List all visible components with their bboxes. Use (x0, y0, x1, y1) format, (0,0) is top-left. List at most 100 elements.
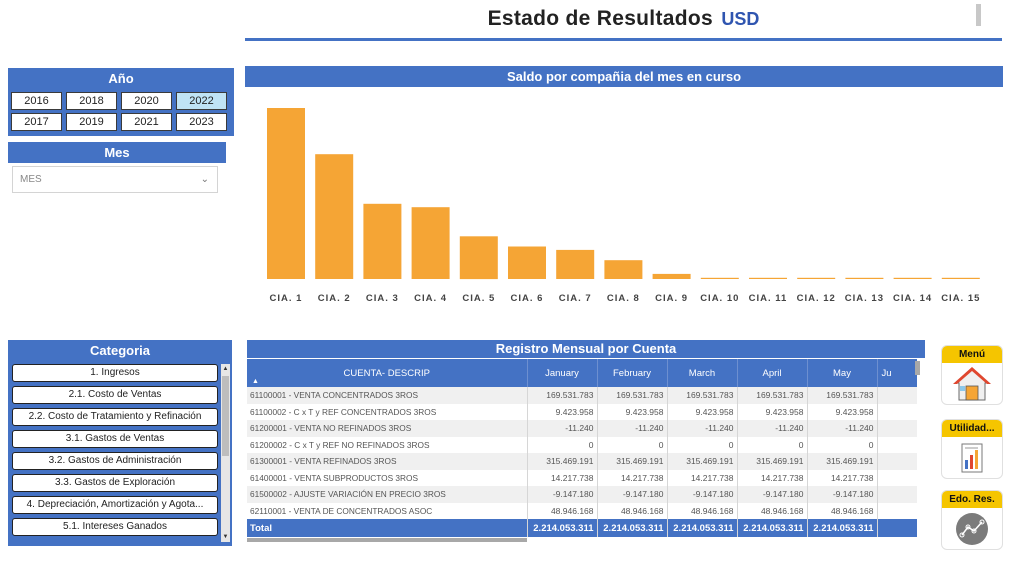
amount-cell: -11.240 (806, 420, 877, 437)
x-tick-label: CIA. 8 (607, 293, 640, 304)
bar-cia-8[interactable] (604, 260, 643, 279)
table-row[interactable]: 61100001 - VENTA CONCENTRADOS 3ROS 169.53… (247, 387, 917, 404)
year-option-2020[interactable]: 2020 (121, 92, 172, 110)
category-option[interactable]: 3.1. Gastos de Ventas (12, 430, 218, 448)
bar-cia-15[interactable] (941, 277, 980, 279)
chart-title: Saldo por compañia del mes en curso (245, 66, 1003, 87)
table-row[interactable]: 61400001 - VENTA SUBPRODUCTOS 3ROS 14.217… (247, 469, 917, 486)
edo-res-button[interactable]: Edo. Res. (941, 490, 1003, 550)
amount-cell: 14.217.738 (596, 469, 667, 486)
menu-button[interactable]: Menú (941, 345, 1003, 405)
category-option[interactable]: 5.1. Intereses Ganados (12, 518, 218, 536)
bar-cia-9[interactable] (652, 273, 691, 279)
category-scrollbar[interactable]: ▲ ▼ (221, 364, 230, 542)
sort-ascending-icon[interactable]: ▲ (252, 378, 259, 385)
amount-cell: 0 (666, 436, 737, 453)
category-option[interactable]: 2.2. Costo de Tratamiento y Refinación (12, 408, 218, 426)
x-tick-label: CIA. 6 (511, 293, 544, 304)
column-header-account[interactable]: CUENTA- DESCRIP ▲ (247, 359, 528, 387)
amount-cell: 9.423.958 (526, 403, 597, 420)
amount-cell: 9.423.958 (666, 403, 737, 420)
bar-cia-13[interactable] (845, 277, 884, 279)
month-slicer-title: Mes (8, 142, 226, 163)
bar-cia-12[interactable] (797, 277, 836, 279)
page-title: Estado de Resultados (487, 7, 713, 30)
page-header: Estado de Resultados USD (245, 0, 1002, 40)
bar-cia-5[interactable] (459, 236, 498, 280)
utilidad-button[interactable]: Utilidad... (941, 419, 1003, 479)
account-cell: 61300001 - VENTA REFINADOS 3ROS (247, 453, 527, 470)
amount-cell: 48.946.168 (666, 502, 737, 519)
table-row[interactable]: 61100002 - C x T y REF CONCENTRADOS 3ROS… (247, 403, 917, 420)
bar-cia-14[interactable] (893, 277, 932, 279)
account-cell: 61200001 - VENTA NO REFINADOS 3ROS (247, 420, 527, 437)
amount-cell: -9.147.180 (526, 486, 597, 503)
x-tick-label: CIA. 12 (797, 293, 836, 304)
table-row[interactable]: 61200001 - VENTA NO REFINADOS 3ROS -11.24… (247, 420, 917, 437)
category-option[interactable]: 3.2. Gastos de Administración (12, 452, 218, 470)
utilidad-label: Utilidad... (942, 420, 1002, 437)
table-horizontal-scrollbar[interactable] (247, 538, 527, 542)
year-option-2017[interactable]: 2017 (11, 113, 62, 131)
bar-cia-10[interactable] (700, 277, 739, 279)
table-total-row[interactable]: Total 2.214.053.311 2.214.053.311 2.214.053… (247, 519, 917, 537)
amount-cell (876, 436, 917, 453)
year-option-2019[interactable]: 2019 (66, 113, 117, 131)
column-header-june[interactable]: Ju (877, 359, 917, 387)
bar-cia-6[interactable] (508, 246, 546, 280)
x-tick-label: CIA. 1 (270, 293, 303, 304)
category-option[interactable]: 1. Ingresos (12, 364, 218, 382)
page-scroll-handle[interactable] (976, 4, 981, 26)
year-options: 2016 2018 2020 2022 2017 2019 2021 2023 (11, 92, 231, 131)
category-option[interactable]: 2.1. Costo de Ventas (12, 386, 218, 404)
bar-cia-11[interactable] (749, 277, 787, 279)
amount-cell: -9. (876, 486, 917, 503)
table-row[interactable]: 61300001 - VENTA REFINADOS 3ROS 315.469.1… (247, 453, 917, 470)
category-option[interactable]: 3.3. Gastos de Exploración (12, 474, 218, 492)
account-cell: 61100001 - VENTA CONCENTRADOS 3ROS (247, 387, 527, 404)
amount-cell: 0 (596, 436, 667, 453)
x-tick-label: CIA. 13 (845, 293, 884, 304)
column-header-january[interactable]: January (527, 359, 598, 387)
amount-cell: -11.240 (736, 420, 807, 437)
year-option-2022[interactable]: 2022 (176, 92, 227, 110)
x-tick-label: CIA. 5 (462, 293, 495, 304)
trend-line-icon (956, 513, 988, 545)
amount-cell: 48.946.168 (596, 502, 667, 519)
column-header-february[interactable]: February (597, 359, 668, 387)
year-option-2018[interactable]: 2018 (66, 92, 117, 110)
amount-cell: 14.217.738 (526, 469, 597, 486)
amount-cell: -11.240 (526, 420, 597, 437)
table-row[interactable]: 61500002 - AJUSTE VARIACIÓN EN PRECIO 3R… (247, 486, 917, 503)
category-scroll-thumb[interactable] (222, 376, 229, 456)
column-header-march[interactable]: March (667, 359, 738, 387)
year-option-2021[interactable]: 2021 (121, 113, 172, 131)
column-header-april[interactable]: April (737, 359, 808, 387)
year-slicer: Año 2016 2018 2020 2022 2017 2019 2021 2… (8, 68, 234, 136)
bar-cia-2[interactable] (315, 154, 354, 279)
amount-cell: 48.946.168 (736, 502, 807, 519)
bar-cia-3[interactable] (363, 203, 402, 279)
table-vertical-scrollbar[interactable] (915, 361, 920, 375)
year-option-2016[interactable]: 2016 (11, 92, 62, 110)
amount-cell: 315.4 (876, 453, 917, 470)
table-row[interactable]: 61200002 - C x T y REF NO REFINADOS 3ROS… (247, 436, 917, 453)
account-cell: 62110001 - VENTA DE CONCENTRADOS ASOC (247, 502, 527, 519)
bar-cia-1[interactable] (267, 108, 305, 279)
bar-cia-7[interactable] (556, 249, 595, 279)
year-option-2023[interactable]: 2023 (176, 113, 227, 131)
table-row[interactable]: 62110001 - VENTA DE CONCENTRADOS ASOC 48.… (247, 502, 917, 519)
amount-cell: 2.214.053.311 (736, 519, 807, 537)
amount-cell: 14.2 (876, 469, 917, 486)
chevron-down-icon: ⌄ (200, 174, 209, 185)
month-dropdown[interactable]: MES ⌄ (12, 166, 218, 193)
category-option[interactable]: 4. Depreciación, Amortización y Agota... (12, 496, 218, 514)
column-header-may[interactable]: May (807, 359, 878, 387)
account-cell: 61500002 - AJUSTE VARIACIÓN EN PRECIO 3R… (247, 486, 527, 503)
scroll-up-icon[interactable]: ▲ (222, 366, 229, 372)
currency-label: USD (721, 9, 760, 29)
bar-cia-4[interactable] (411, 207, 450, 279)
amount-cell: 0 (806, 436, 877, 453)
scroll-down-icon[interactable]: ▼ (222, 534, 229, 540)
amount-cell: 9.423.958 (806, 403, 877, 420)
